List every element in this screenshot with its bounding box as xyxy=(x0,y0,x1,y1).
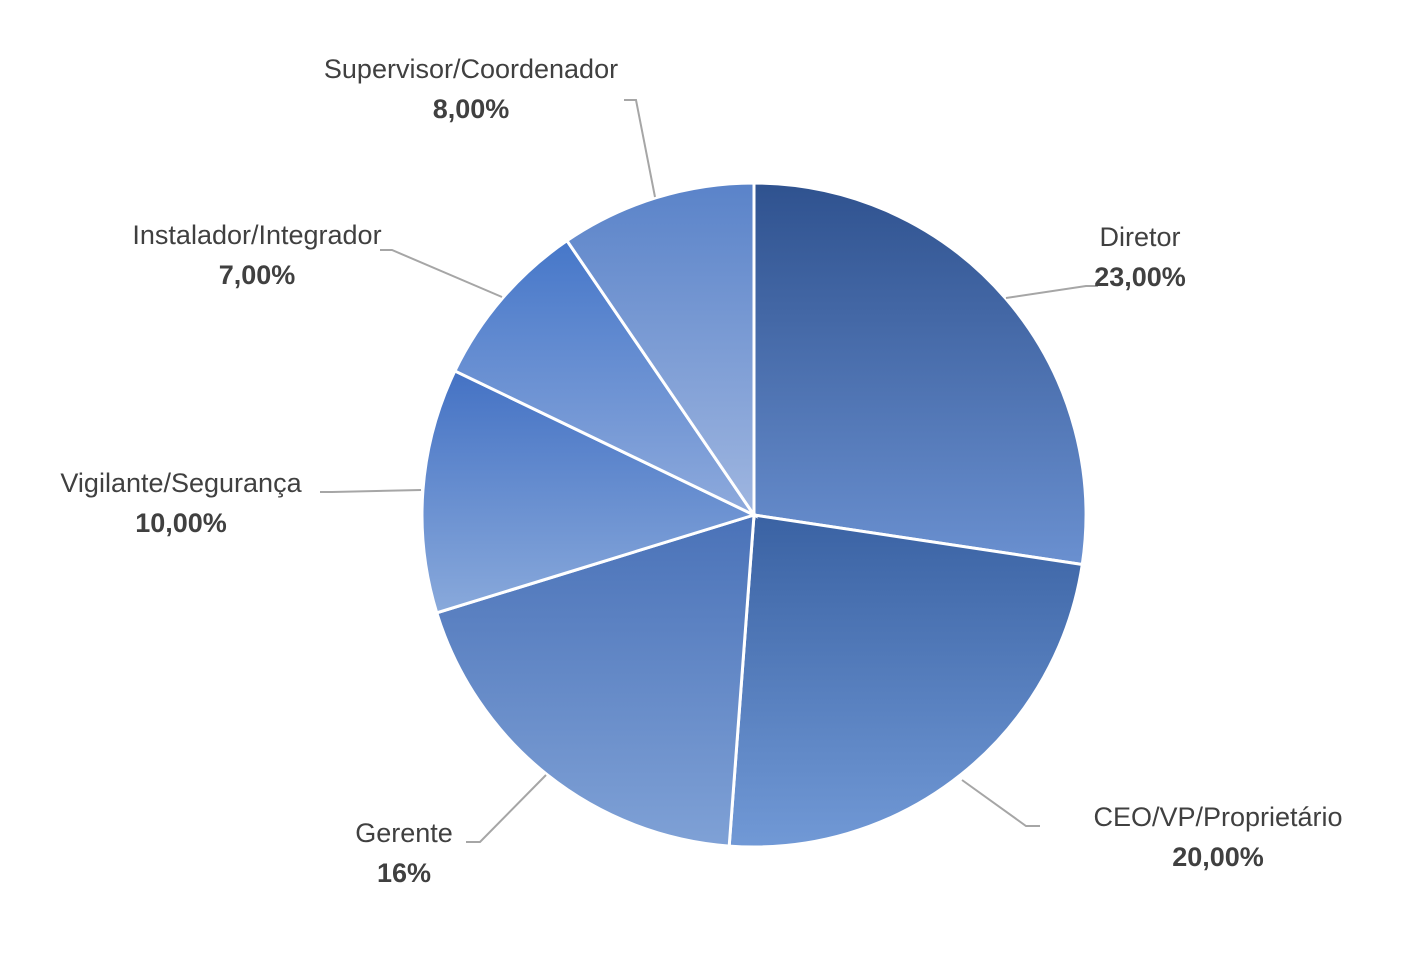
pie-slice-gerente xyxy=(434,512,756,848)
slice-value-label: 10,00% xyxy=(135,508,227,538)
pie-slice-diretor xyxy=(752,181,1088,567)
slice-value-label: 7,00% xyxy=(219,260,296,290)
slice-category-label: Supervisor/Coordenador xyxy=(324,54,618,84)
data-labels-layer: Diretor 23,00% CEO/VP/Proprietário 20,00% Ge… xyxy=(60,54,1342,888)
slice-value-label: 23,00% xyxy=(1094,262,1186,292)
pie-slice-instalador-integrador xyxy=(452,238,759,519)
slice-category-label: Vigilante/Segurança xyxy=(60,468,302,498)
slice-category-label: Instalador/Integrador xyxy=(132,220,381,250)
leader-line xyxy=(1005,285,1098,299)
pie-slice-supervisor-coordenador xyxy=(564,181,756,520)
pie-slice-vigilante-seguran-a xyxy=(420,368,759,615)
leader-line xyxy=(320,489,422,493)
slice-value-label: 20,00% xyxy=(1172,842,1264,872)
pie-slice-ceo-vp-propriet-rio xyxy=(727,513,1084,849)
slice-value-label: 16% xyxy=(377,858,431,888)
leader-line xyxy=(961,779,1040,827)
leader-line xyxy=(466,774,547,843)
slices-layer xyxy=(420,181,1088,849)
leader-line xyxy=(380,249,503,298)
slice-value-label: 8,00% xyxy=(433,94,510,124)
slice-category-label: CEO/VP/Proprietário xyxy=(1093,802,1342,832)
slice-category-label: Gerente xyxy=(355,818,453,848)
slice-category-label: Diretor xyxy=(1099,222,1180,252)
leader-lines-layer xyxy=(320,99,1098,843)
leader-line xyxy=(624,99,656,198)
